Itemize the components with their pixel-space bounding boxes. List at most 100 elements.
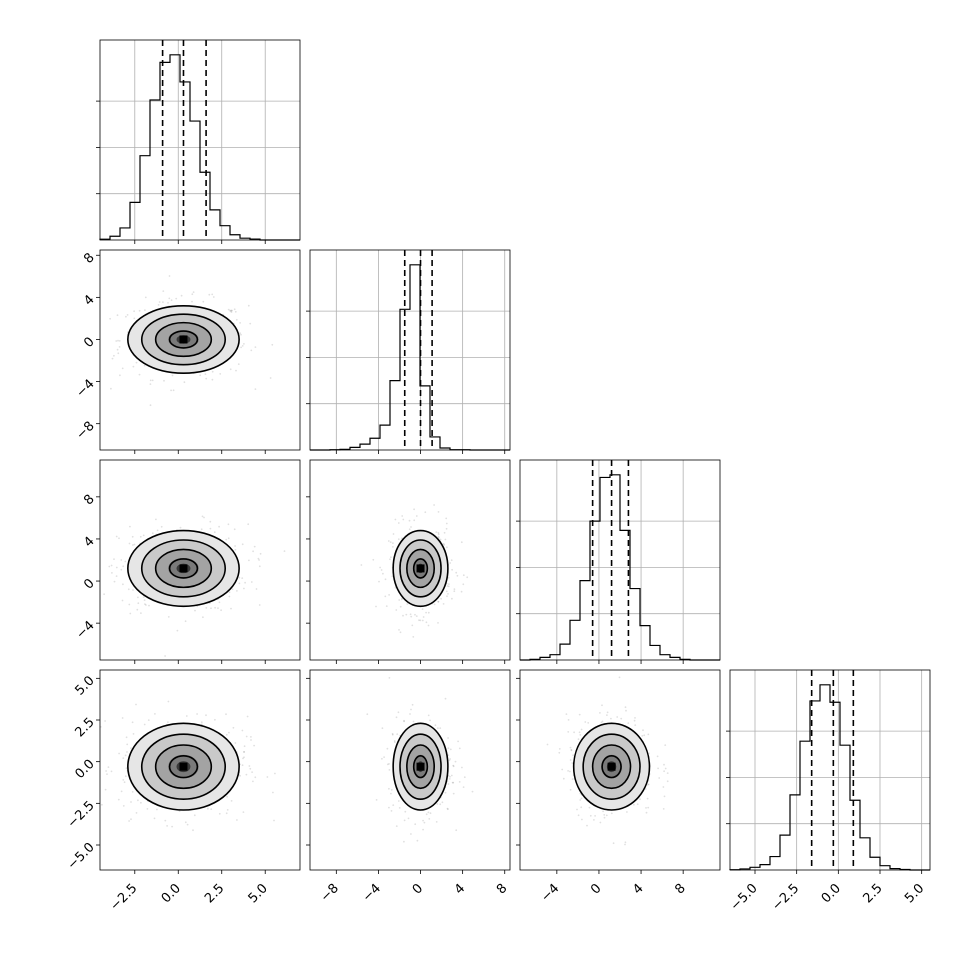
sample-point [580, 797, 583, 800]
sample-point [448, 778, 451, 780]
sample-point [422, 616, 425, 618]
sample-point [230, 309, 233, 312]
sample-point [118, 340, 121, 342]
density-peak [179, 335, 188, 344]
sample-point [252, 550, 255, 553]
sample-point [413, 519, 416, 522]
sample-point [247, 304, 250, 307]
sample-point [192, 291, 195, 293]
sample-point [133, 317, 136, 320]
sample-point [205, 377, 208, 380]
sample-point [456, 574, 459, 577]
scatter-panel-3-1: −8 −4 0 4 8 [306, 669, 511, 905]
sample-point [449, 562, 452, 564]
sample-point [137, 799, 139, 802]
sample-point [110, 770, 113, 773]
sample-point [397, 538, 400, 541]
sample-point [452, 792, 455, 795]
sample-point [422, 828, 424, 831]
sample-point [437, 622, 439, 624]
sample-point [384, 578, 387, 581]
sample-point [243, 751, 245, 753]
sample-point [447, 747, 450, 750]
sample-point [449, 775, 451, 778]
sample-point [171, 825, 174, 828]
sample-point [115, 575, 118, 577]
sample-point [133, 543, 136, 546]
sample-point [122, 805, 125, 807]
sample-point [271, 343, 274, 346]
sample-point [167, 616, 170, 618]
sample-point [132, 365, 135, 368]
sample-point [201, 515, 204, 518]
contour-line [140, 539, 227, 598]
sample-point [211, 370, 214, 373]
sample-point [117, 339, 119, 342]
sample-point [228, 731, 230, 734]
sample-point [104, 720, 106, 722]
sample-point [398, 599, 401, 601]
sample-point [458, 747, 461, 750]
sample-point [395, 825, 398, 827]
y-tick-label: 0 [81, 576, 97, 592]
sample-point [404, 810, 407, 813]
sample-point [458, 781, 461, 783]
sample-point [633, 803, 635, 806]
sample-point [388, 594, 390, 596]
x-tick-label: 4 [452, 881, 468, 897]
sample-point [642, 729, 644, 732]
sample-point [558, 748, 561, 750]
sample-point [471, 790, 474, 793]
sample-point [209, 520, 212, 523]
sample-point [658, 777, 661, 779]
sample-point [410, 526, 412, 528]
sample-point [427, 624, 430, 627]
sample-point [378, 580, 380, 583]
sample-point [131, 721, 134, 724]
sample-point [104, 788, 107, 791]
sample-point [149, 383, 152, 385]
sample-point [390, 556, 392, 559]
sample-point [137, 602, 140, 605]
sample-point [647, 806, 650, 809]
sample-point [217, 607, 219, 609]
axes-frame [309, 459, 511, 661]
sample-point [124, 775, 127, 778]
sample-point [439, 727, 442, 729]
sample-point [663, 763, 665, 766]
sample-point [196, 713, 199, 715]
sample-point [450, 559, 453, 562]
sample-point [193, 814, 196, 817]
sample-point [228, 595, 231, 598]
sample-point [128, 820, 131, 822]
sample-point [624, 843, 626, 846]
x-tick-label: 4 [630, 881, 646, 897]
sample-point [385, 605, 388, 607]
sample-point [389, 541, 392, 543]
sample-point [115, 566, 118, 569]
contour-line [572, 722, 651, 811]
sample-point [219, 373, 222, 375]
sample-point [184, 821, 187, 824]
sample-point [247, 523, 250, 526]
x-tick-label: −2.5 [769, 881, 802, 914]
x-tick-label: 0.0 [159, 881, 184, 906]
sample-point [634, 724, 637, 726]
sample-point [143, 364, 146, 367]
y-tick-label: 4 [81, 292, 97, 308]
sample-point [433, 603, 436, 606]
y-tick-label: −5.0 [65, 840, 98, 873]
sample-point [113, 354, 115, 357]
sample-point [227, 308, 230, 311]
sample-point [138, 373, 141, 376]
sample-point [128, 603, 131, 606]
sample-point [572, 754, 574, 757]
x-tick-label: 5.0 [246, 881, 271, 906]
sample-point [455, 829, 458, 832]
sample-point [383, 756, 385, 758]
sample-point [128, 542, 131, 545]
contour-line [591, 744, 632, 790]
sample-point [388, 763, 390, 765]
sample-point [241, 543, 244, 546]
sample-point [399, 605, 402, 608]
